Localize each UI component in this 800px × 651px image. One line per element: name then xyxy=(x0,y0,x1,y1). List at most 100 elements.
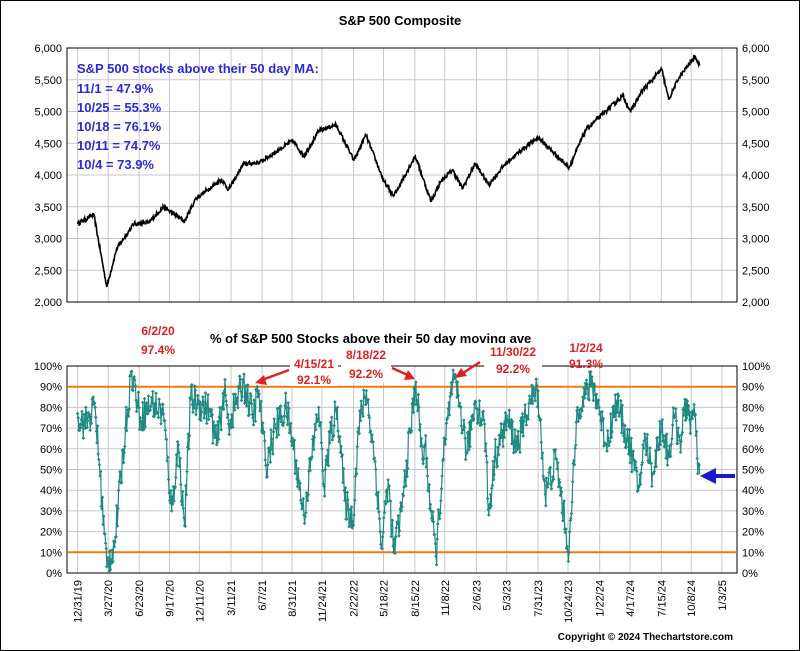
breadth-point xyxy=(422,457,426,461)
breadth-point xyxy=(191,410,195,415)
breadth-point xyxy=(560,511,564,515)
breadth-point xyxy=(269,428,273,432)
breadth-point xyxy=(119,480,124,485)
breadth-point xyxy=(109,558,113,562)
breadth-point xyxy=(462,425,467,429)
breadth-point xyxy=(206,393,210,397)
breadth-point xyxy=(185,469,189,474)
breadth-point xyxy=(626,452,631,456)
breadth-point xyxy=(300,504,305,508)
breadth-point xyxy=(132,375,136,379)
breadth-point xyxy=(536,389,540,393)
breadth-point xyxy=(220,405,224,410)
breadth-point xyxy=(589,384,594,388)
ann-bg-3 xyxy=(341,346,391,382)
breadth-point xyxy=(302,521,307,526)
breadth-point xyxy=(663,441,667,445)
breadth-point xyxy=(332,423,336,428)
breadth-point xyxy=(219,427,223,432)
breadth-point xyxy=(455,380,460,384)
breadth-point xyxy=(673,414,677,418)
breadth-point xyxy=(242,372,246,376)
breadth-point xyxy=(425,456,429,461)
breadth-point xyxy=(431,510,435,514)
breadth-point xyxy=(139,425,144,430)
breadth-point xyxy=(610,430,614,434)
breadth-point xyxy=(387,484,392,488)
breadth-point xyxy=(150,401,154,406)
breadth-point xyxy=(200,403,204,407)
breadth-point xyxy=(194,412,198,417)
breadth-point xyxy=(670,436,674,441)
breadth-point xyxy=(201,395,205,399)
breadth-point xyxy=(567,530,572,534)
breadth-point xyxy=(477,399,482,403)
breadth-point xyxy=(313,427,318,432)
breadth-point xyxy=(623,423,627,428)
breadth-point xyxy=(446,407,451,411)
breadth-point xyxy=(667,444,672,448)
breadth-point xyxy=(133,383,138,388)
breadth-point xyxy=(361,414,365,418)
breadth-point xyxy=(374,467,378,472)
breadth-point xyxy=(680,430,685,434)
breadth-point xyxy=(630,469,634,474)
breadth-point xyxy=(357,431,361,436)
breadth-point xyxy=(218,405,222,410)
breadth-point xyxy=(254,387,258,392)
breadth-point xyxy=(160,412,164,416)
breadth-point xyxy=(473,400,478,404)
breadth-point xyxy=(238,377,243,381)
top-ytick-right-label: 5,500 xyxy=(742,75,770,87)
breadth-point xyxy=(190,383,194,387)
breadth-point xyxy=(382,510,387,515)
breadth-point xyxy=(142,396,147,401)
breadth-point xyxy=(162,418,167,423)
breadth-point xyxy=(681,407,685,412)
breadth-point xyxy=(506,420,510,424)
ann-value-3: 92.2% xyxy=(349,367,383,381)
breadth-point xyxy=(472,416,476,421)
breadth-point xyxy=(165,459,169,463)
breadth-point xyxy=(196,398,201,403)
breadth-point xyxy=(584,391,588,396)
bottom-xtick-label: 11/8/22 xyxy=(440,580,452,616)
breadth-point xyxy=(363,395,367,400)
breadth-point xyxy=(483,449,487,453)
breadth-point xyxy=(661,433,666,438)
breadth-point xyxy=(85,425,89,430)
breadth-point xyxy=(562,499,566,503)
breadth-point xyxy=(597,412,602,416)
breadth-point xyxy=(168,501,173,505)
ann-date-3: 8/18/22 xyxy=(346,348,386,362)
breadth-note-heading: S&P 500 stocks above their 50 day MA: xyxy=(77,61,319,76)
breadth-point xyxy=(682,405,687,410)
breadth-point xyxy=(501,422,506,426)
bottom-ytick-right-label: 30% xyxy=(742,506,764,518)
breadth-point xyxy=(246,383,250,387)
breadth-point xyxy=(361,388,366,392)
breadth-point xyxy=(556,485,561,489)
breadth-point xyxy=(404,459,409,463)
breadth-point xyxy=(111,559,115,564)
ann-date-2: 4/15/21 xyxy=(294,357,334,371)
breadth-point xyxy=(521,434,525,438)
breadth-point xyxy=(638,473,642,477)
breadth-point xyxy=(665,463,670,467)
breadth-point xyxy=(621,422,625,426)
breadth-point xyxy=(596,398,601,402)
breadth-point xyxy=(488,492,493,497)
breadth-point xyxy=(540,456,544,460)
breadth-point xyxy=(270,447,275,452)
breadth-point xyxy=(93,405,97,410)
breadth-point xyxy=(503,411,508,415)
breadth-point xyxy=(663,434,668,438)
breadth-point xyxy=(653,449,658,453)
breadth-point xyxy=(520,412,525,416)
breadth-point xyxy=(619,431,624,435)
breadth-point xyxy=(429,509,433,513)
breadth-point xyxy=(456,393,461,398)
breadth-point xyxy=(233,408,237,412)
bottom-ytick-left-label: 0% xyxy=(46,568,62,580)
breadth-point xyxy=(638,482,643,487)
